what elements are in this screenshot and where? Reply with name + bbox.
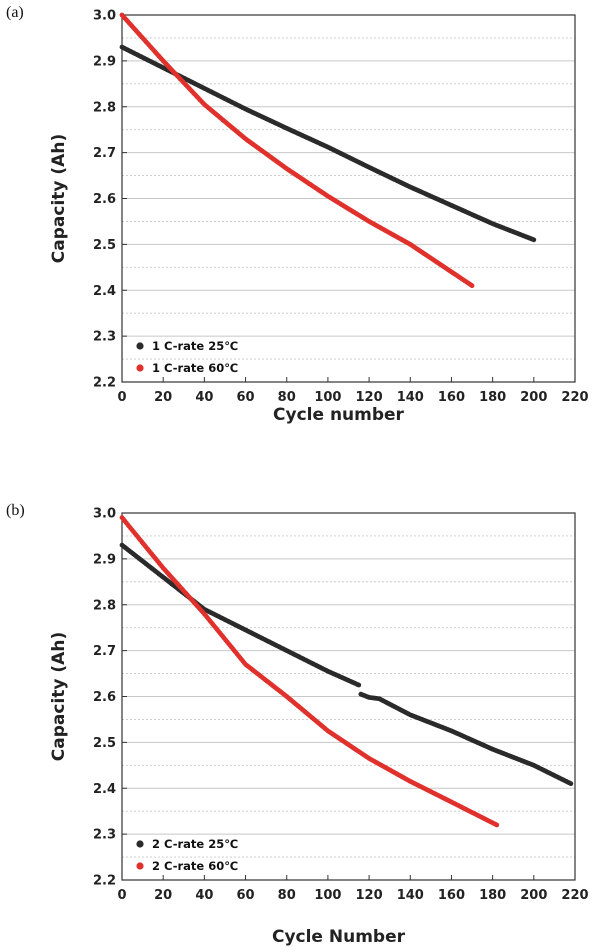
series-25c	[119, 542, 574, 787]
x-axis-title: Cycle number	[273, 405, 405, 425]
legend-marker	[136, 364, 144, 372]
series-60c	[119, 12, 475, 289]
y-tick-label: 3.0	[93, 507, 116, 522]
data-point	[568, 781, 574, 787]
y-axis-title: Capacity (Ah)	[49, 134, 69, 263]
x-tick-label: 80	[278, 390, 296, 405]
x-tick-label: 40	[195, 390, 213, 405]
y-tick-label: 2.2	[93, 874, 116, 889]
y-tick-label: 2.4	[93, 284, 116, 299]
y-tick-label: 2.7	[93, 146, 116, 161]
x-tick-label: 160	[438, 888, 465, 903]
legend-marker	[136, 840, 144, 848]
y-tick-label: 2.3	[93, 330, 116, 345]
y-tick-label: 2.9	[93, 54, 116, 69]
x-tick-label: 0	[117, 888, 126, 903]
x-tick-label: 200	[520, 390, 547, 405]
x-tick-label: 220	[561, 390, 588, 405]
y-tick-label: 2.6	[93, 690, 116, 705]
x-tick-label: 60	[236, 888, 254, 903]
x-tick-label: 20	[154, 888, 172, 903]
x-tick-label: 140	[397, 888, 424, 903]
x-tick-label: 120	[356, 390, 383, 405]
x-tick-label: 200	[520, 888, 547, 903]
y-tick-label: 2.5	[93, 238, 116, 253]
x-tick-label: 20	[154, 390, 172, 405]
x-tick-label: 80	[278, 888, 296, 903]
chart-panel-b: 2.2 2.3 2.4 2.5 2.6 2.7 2.8 2.9 3.0 0 20 40 60 80 100 1…	[49, 507, 589, 948]
legend-label: 1 C-rate 60℃	[152, 361, 238, 375]
y-tick-label: 2.9	[93, 552, 116, 567]
x-tick-label: 140	[397, 390, 424, 405]
x-tick-label: 100	[314, 390, 341, 405]
x-tick-label: 0	[117, 390, 126, 405]
y-tick-label: 2.6	[93, 192, 116, 207]
y-tick-label: 2.8	[93, 100, 116, 115]
x-tick-label: 40	[195, 888, 213, 903]
x-tick-label: 220	[561, 888, 588, 903]
x-tick-label: 100	[314, 888, 341, 903]
data-point	[494, 822, 500, 828]
y-tick-label: 2.3	[93, 828, 116, 843]
legend-marker	[136, 342, 144, 350]
x-axis-title: Cycle Number	[272, 927, 406, 947]
x-tick-label: 60	[236, 390, 254, 405]
legend-label: 2 C-rate 25℃	[152, 837, 238, 851]
y-tick-label: 2.4	[93, 782, 116, 797]
data-point	[531, 237, 537, 243]
x-tick-label: 180	[479, 390, 506, 405]
panel-label-a: (a)	[6, 4, 24, 21]
y-tick-label: 2.2	[93, 376, 116, 391]
chart-panel-a: 2.2 2.3 2.4 2.5 2.6 2.7 2.8 2.9 3.0 0 20 40 60 80 100 1…	[49, 9, 589, 426]
data-point	[356, 682, 362, 688]
x-tick-label: 120	[356, 888, 383, 903]
series-25c	[119, 44, 537, 243]
series-60c	[119, 515, 500, 828]
data-point	[469, 283, 475, 289]
legend-label: 2 C-rate 60℃	[152, 859, 238, 873]
x-tick-label: 160	[438, 390, 465, 405]
y-axis-title: Capacity (Ah)	[49, 632, 69, 761]
legend-marker	[136, 862, 144, 870]
panel-label-b: (b)	[6, 502, 25, 519]
x-tick-label: 180	[479, 888, 506, 903]
y-tick-label: 2.7	[93, 644, 116, 659]
y-tick-label: 2.8	[93, 598, 116, 613]
y-tick-label: 3.0	[93, 9, 116, 24]
y-tick-label: 2.5	[93, 736, 116, 751]
legend-label: 1 C-rate 25℃	[152, 339, 238, 353]
